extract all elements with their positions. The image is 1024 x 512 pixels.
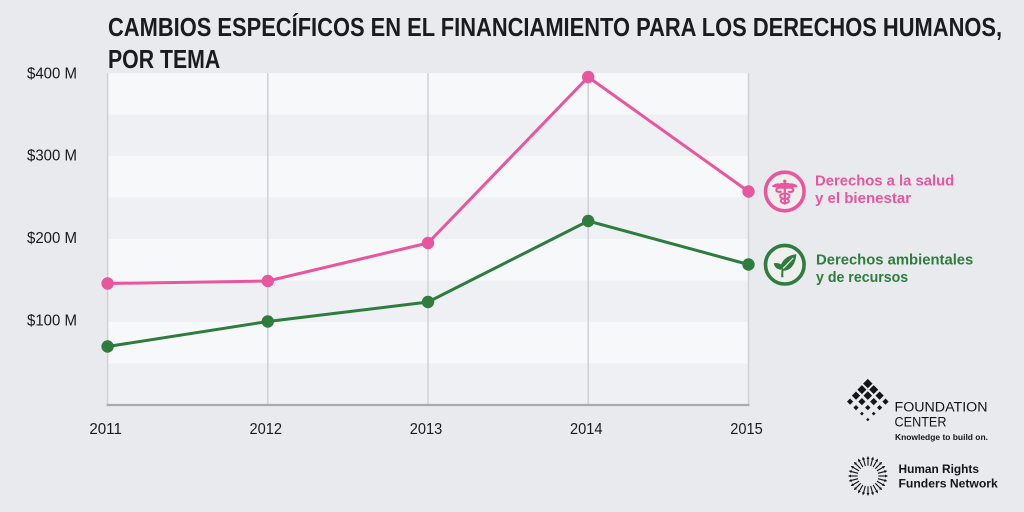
svg-text:Derechos ambientales: Derechos ambientales xyxy=(816,252,973,269)
svg-text:2011: 2011 xyxy=(89,421,122,438)
svg-text:$100 M: $100 M xyxy=(27,313,77,330)
svg-text:Derechos a la salud: Derechos a la salud xyxy=(815,173,954,190)
svg-text:$300 M: $300 M xyxy=(27,148,77,165)
svg-text:2013: 2013 xyxy=(410,421,443,438)
svg-text:2015: 2015 xyxy=(730,421,763,438)
svg-text:y el bienestar: y el bienestar xyxy=(815,190,911,207)
svg-text:FOUNDATION: FOUNDATION xyxy=(895,400,988,416)
svg-text:y de recursos: y de recursos xyxy=(816,269,908,286)
svg-text:2012: 2012 xyxy=(250,421,283,438)
svg-text:Funders Network: Funders Network xyxy=(899,477,998,491)
svg-text:Knowledge to build on.: Knowledge to build on. xyxy=(895,432,988,442)
svg-text:$400 M: $400 M xyxy=(27,66,77,83)
svg-text:2014: 2014 xyxy=(570,421,603,438)
svg-text:Human Rights: Human Rights xyxy=(899,462,980,476)
svg-text:CENTER: CENTER xyxy=(895,415,947,431)
svg-text:$200 M: $200 M xyxy=(27,230,77,247)
